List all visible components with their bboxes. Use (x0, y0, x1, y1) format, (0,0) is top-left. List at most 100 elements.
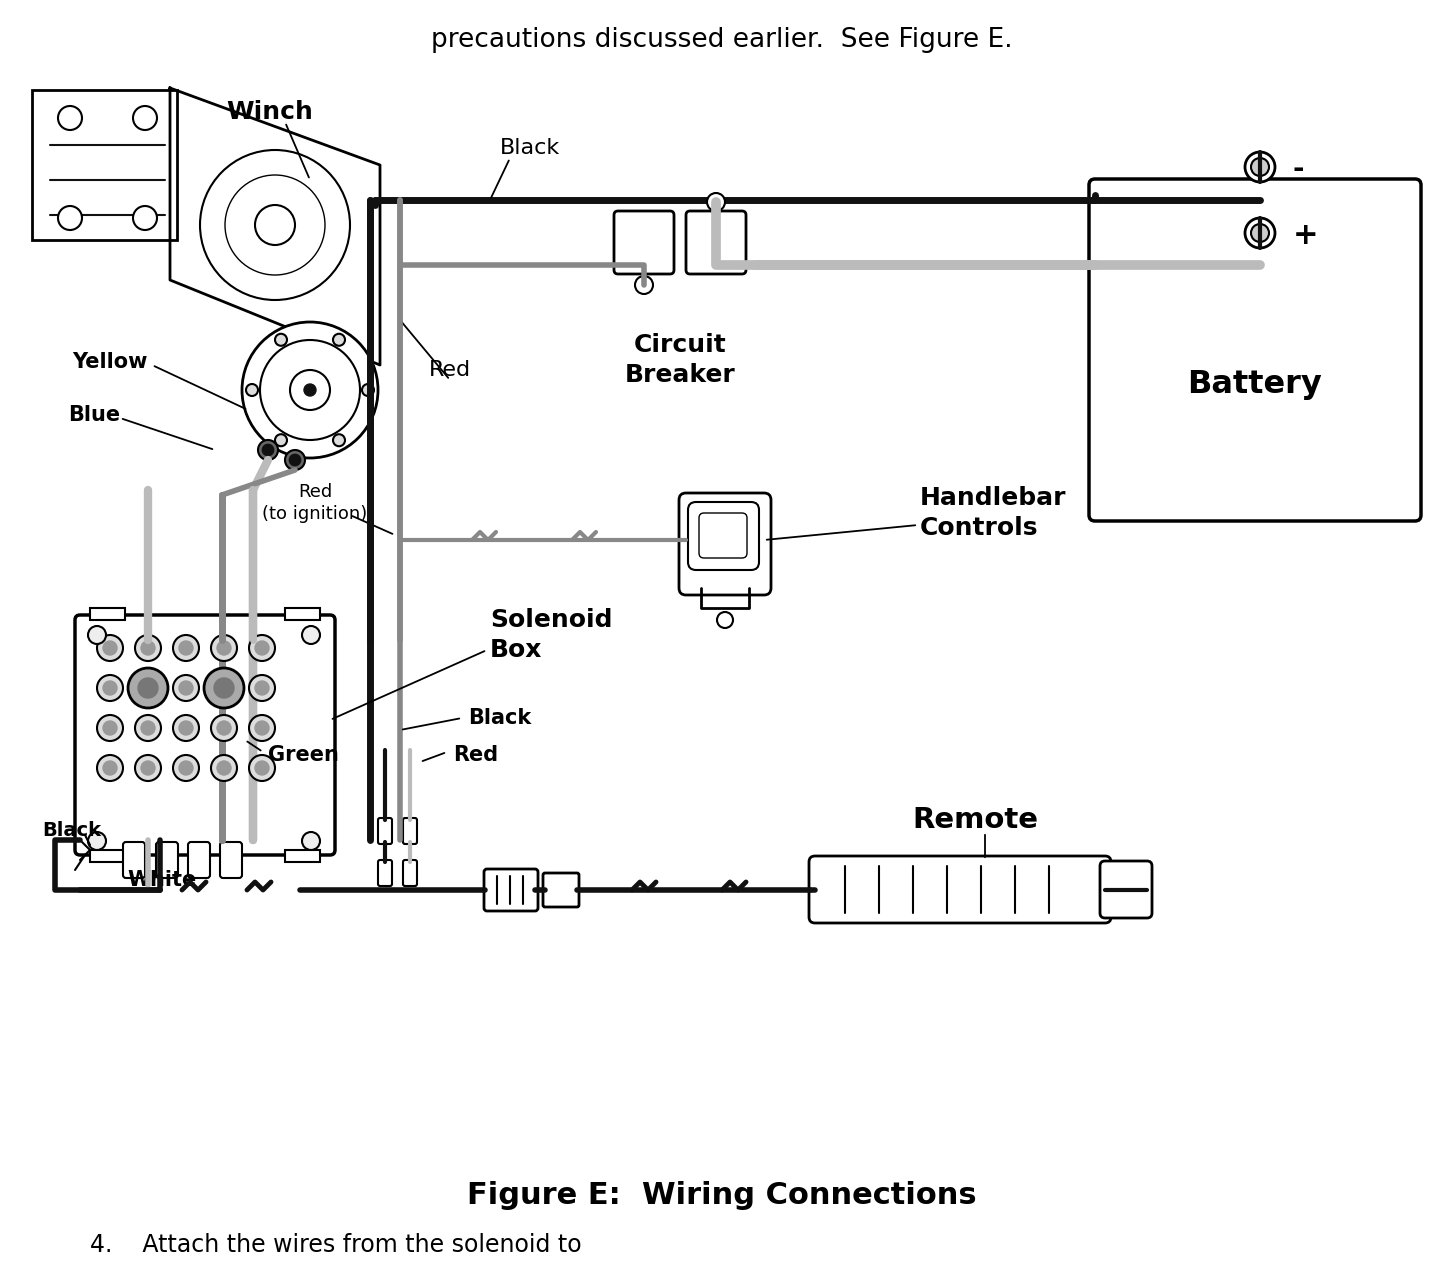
Text: Circuit
Breaker: Circuit Breaker (625, 333, 735, 387)
Bar (32, 90, 178, 240)
Text: Red
(to ignition): Red (to ignition) (263, 483, 368, 524)
FancyBboxPatch shape (484, 869, 539, 911)
Circle shape (245, 385, 258, 396)
Circle shape (248, 635, 274, 662)
Text: 4.    Attach the wires from the solenoid to: 4. Attach the wires from the solenoid to (90, 1233, 582, 1257)
FancyBboxPatch shape (219, 842, 243, 878)
Circle shape (211, 715, 237, 741)
Text: Black: Black (500, 138, 560, 158)
Text: Battery: Battery (1187, 369, 1323, 401)
Circle shape (173, 635, 199, 662)
Circle shape (58, 206, 82, 230)
Circle shape (1245, 218, 1275, 248)
Circle shape (134, 715, 160, 741)
Text: Black: Black (42, 821, 101, 840)
Circle shape (302, 626, 321, 644)
Circle shape (179, 641, 193, 655)
Circle shape (133, 206, 157, 230)
Circle shape (274, 434, 287, 447)
Circle shape (58, 106, 82, 130)
FancyBboxPatch shape (699, 514, 747, 558)
Circle shape (97, 635, 123, 662)
Circle shape (103, 681, 117, 694)
Text: Blue: Blue (68, 405, 120, 425)
Circle shape (97, 715, 123, 741)
Circle shape (248, 715, 274, 741)
Circle shape (211, 755, 237, 781)
Circle shape (1251, 158, 1269, 176)
FancyBboxPatch shape (75, 615, 335, 855)
Circle shape (179, 721, 193, 735)
Circle shape (103, 721, 117, 735)
Circle shape (334, 334, 345, 345)
Circle shape (179, 681, 193, 694)
Text: Remote: Remote (913, 806, 1038, 834)
Circle shape (173, 755, 199, 781)
Circle shape (635, 276, 653, 293)
Bar (90, 608, 126, 620)
Circle shape (211, 676, 237, 701)
Circle shape (214, 678, 234, 698)
Circle shape (88, 626, 105, 644)
Circle shape (211, 635, 237, 662)
Circle shape (103, 762, 117, 775)
FancyBboxPatch shape (687, 502, 760, 571)
Text: -: - (1292, 156, 1304, 183)
Circle shape (217, 681, 231, 694)
Circle shape (134, 635, 160, 662)
Circle shape (142, 721, 155, 735)
Circle shape (334, 434, 345, 447)
Text: Solenoid
Box: Solenoid Box (490, 608, 612, 662)
Circle shape (290, 455, 300, 466)
Circle shape (1245, 152, 1275, 182)
Circle shape (88, 832, 105, 850)
Circle shape (290, 369, 331, 410)
FancyBboxPatch shape (123, 842, 144, 878)
Text: Black: Black (468, 708, 531, 727)
Bar (90, 850, 126, 861)
Circle shape (248, 755, 274, 781)
Text: Figure E:  Wiring Connections: Figure E: Wiring Connections (468, 1180, 976, 1209)
Circle shape (204, 668, 244, 708)
Circle shape (258, 440, 279, 460)
Text: Handlebar
Controls: Handlebar Controls (920, 486, 1067, 540)
FancyBboxPatch shape (378, 818, 391, 844)
Polygon shape (170, 89, 380, 366)
Circle shape (139, 678, 157, 698)
Circle shape (129, 668, 168, 708)
Circle shape (248, 676, 274, 701)
Text: Green: Green (269, 745, 339, 765)
Circle shape (256, 641, 269, 655)
Circle shape (256, 762, 269, 775)
Text: White: White (127, 870, 196, 891)
Circle shape (201, 151, 349, 300)
Text: Red: Red (429, 361, 471, 380)
Text: precautions discussed earlier.  See Figure E.: precautions discussed earlier. See Figur… (432, 27, 1012, 53)
Circle shape (256, 681, 269, 694)
Circle shape (305, 385, 316, 396)
Circle shape (142, 681, 155, 694)
Text: +: + (1292, 220, 1318, 249)
Circle shape (302, 832, 321, 850)
Circle shape (263, 445, 273, 455)
Circle shape (243, 323, 378, 458)
Circle shape (284, 450, 305, 471)
Circle shape (173, 676, 199, 701)
Circle shape (225, 175, 325, 275)
Text: Yellow: Yellow (72, 352, 147, 372)
Bar (284, 608, 321, 620)
FancyBboxPatch shape (188, 842, 209, 878)
Circle shape (97, 755, 123, 781)
FancyBboxPatch shape (543, 873, 579, 907)
FancyBboxPatch shape (403, 860, 417, 885)
FancyBboxPatch shape (378, 860, 391, 885)
FancyBboxPatch shape (679, 493, 771, 595)
Circle shape (274, 334, 287, 345)
Circle shape (179, 762, 193, 775)
Circle shape (362, 385, 374, 396)
Text: Winch: Winch (227, 100, 313, 124)
FancyBboxPatch shape (686, 211, 747, 275)
Text: Red: Red (453, 745, 498, 765)
Circle shape (103, 641, 117, 655)
Circle shape (708, 194, 725, 211)
